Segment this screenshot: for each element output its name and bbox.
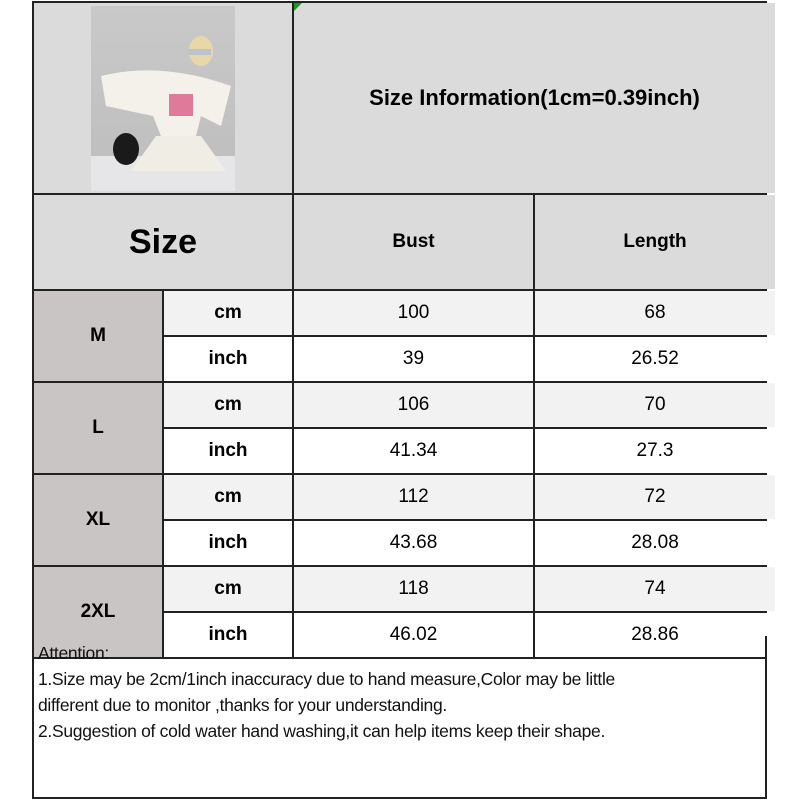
bust-cm-value: 112 xyxy=(294,475,533,519)
size-chart-table: Size Information(1cm=0.39inch) Size Bust… xyxy=(32,1,775,659)
size-label: L xyxy=(34,383,162,473)
bust-header: Bust xyxy=(294,195,533,289)
size-info-title: Size Information(1cm=0.39inch) xyxy=(294,3,775,193)
attention-line: different due to monitor ,thanks for you… xyxy=(38,695,447,715)
bust-inch-value: 41.34 xyxy=(294,429,533,473)
length-inch-value: 27.3 xyxy=(535,429,775,473)
unit-cm: cm xyxy=(164,567,292,611)
attention-heading: Attention: xyxy=(38,643,109,663)
product-photo-cell xyxy=(34,3,292,193)
unit-inch: inch xyxy=(164,613,292,657)
title-text: Size Information(1cm=0.39inch) xyxy=(369,85,700,110)
bust-inch-value: 39 xyxy=(294,337,533,381)
length-header: Length xyxy=(535,195,775,289)
unit-inch: inch xyxy=(164,521,292,565)
attention-line: 2.Suggestion of cold water hand washing,… xyxy=(38,721,606,741)
bust-cm-value: 118 xyxy=(294,567,533,611)
length-cm-value: 68 xyxy=(535,291,775,335)
length-inch-value: 26.52 xyxy=(535,337,775,381)
attention-note: Attention: 1.Size may be 2cm/1inch inacc… xyxy=(32,636,767,799)
length-cm-value: 74 xyxy=(535,567,775,611)
bust-cm-value: 106 xyxy=(294,383,533,427)
size-label: XL xyxy=(34,475,162,565)
unit-inch: inch xyxy=(164,429,292,473)
unit-cm: cm xyxy=(164,475,292,519)
cell-marker-icon xyxy=(294,3,302,11)
size-label: M xyxy=(34,291,162,381)
size-label: 2XL xyxy=(34,567,162,657)
length-inch-value: 28.08 xyxy=(535,521,775,565)
bust-inch-value: 46.02 xyxy=(294,613,533,657)
length-cm-value: 72 xyxy=(535,475,775,519)
length-cm-value: 70 xyxy=(535,383,775,427)
unit-cm: cm xyxy=(164,291,292,335)
unit-cm: cm xyxy=(164,383,292,427)
unit-inch: inch xyxy=(164,337,292,381)
size-header: Size xyxy=(34,195,292,289)
length-inch-value: 28.86 xyxy=(535,613,775,657)
bust-cm-value: 100 xyxy=(294,291,533,335)
product-photo xyxy=(91,5,235,191)
bust-inch-value: 43.68 xyxy=(294,521,533,565)
attention-line: 1.Size may be 2cm/1inch inaccuracy due t… xyxy=(38,669,615,689)
